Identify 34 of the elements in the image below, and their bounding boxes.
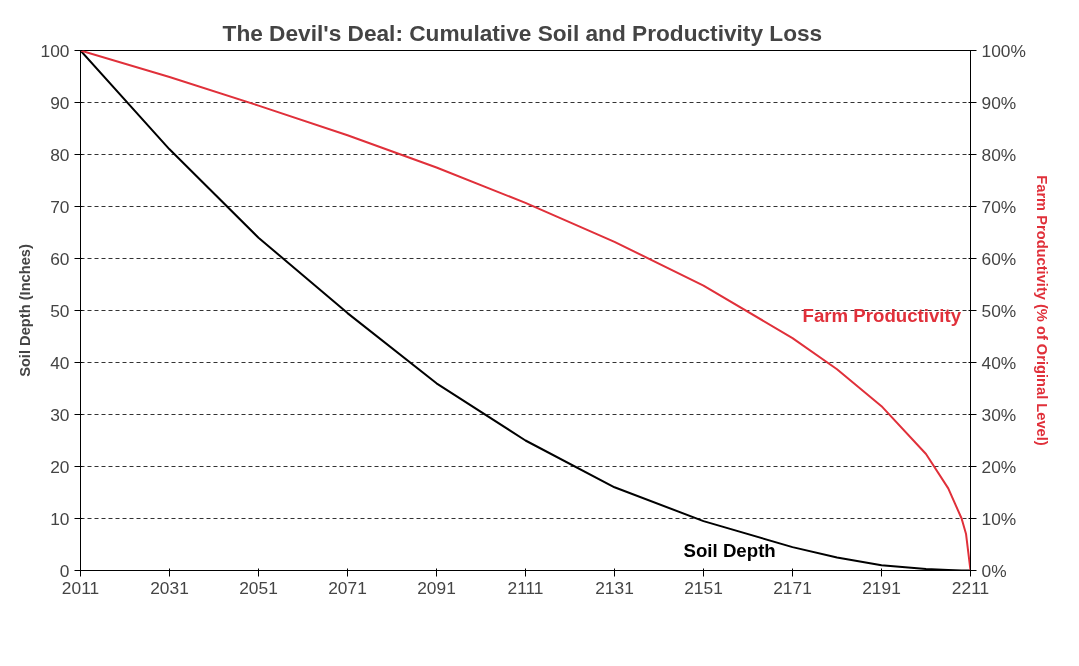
- y-tick-label: 60: [50, 248, 70, 269]
- y2-tick-label: 40%: [981, 352, 1017, 373]
- x-tick-label: 2191: [862, 577, 901, 598]
- y-tick-label: 30: [50, 404, 70, 425]
- series-label: Farm Productivity: [802, 305, 962, 327]
- y2-tick-label: 20%: [981, 456, 1017, 477]
- chart-title: The Devil's Deal: Cumulative Soil and Productivity Loss: [222, 19, 823, 46]
- y-tick-label: 20: [50, 456, 70, 477]
- y2-tick-label: 50%: [981, 300, 1017, 321]
- y-tick-label: 40: [50, 352, 70, 373]
- y2-tick-label: 100%: [981, 40, 1026, 61]
- series-label: Soil Depth: [683, 540, 776, 562]
- x-tick-label: 2131: [595, 577, 634, 598]
- y-tick-label: 90: [50, 92, 70, 113]
- x-tick-label: 2111: [507, 577, 544, 598]
- y-tick-label: 80: [50, 144, 70, 165]
- x-tick-label: 2071: [328, 577, 367, 598]
- x-tick-label: 2151: [684, 577, 723, 598]
- y2-tick-label: 60%: [981, 248, 1017, 269]
- x-tick-label: 2091: [417, 577, 456, 598]
- x-tick-label: 2031: [150, 577, 189, 598]
- y2-tick-label: 90%: [981, 92, 1017, 113]
- y-tick-label: 70: [50, 196, 70, 217]
- y-axis-title: Soil Depth (Inches): [16, 244, 33, 377]
- y2-tick-label: 10%: [981, 508, 1017, 529]
- y2-tick-label: 80%: [981, 144, 1017, 165]
- y-tick-label: 10: [50, 508, 70, 529]
- y2-tick-label: 70%: [981, 196, 1017, 217]
- y2-tick-label: 30%: [981, 404, 1017, 425]
- y-tick-label: 50: [50, 300, 70, 321]
- x-tick-label: 2051: [239, 577, 278, 598]
- y2-axis-title: Farm Productivity (% of Original Level): [1033, 175, 1050, 446]
- y-tick-label: 100: [40, 40, 70, 61]
- x-tick-label: 2171: [773, 577, 812, 598]
